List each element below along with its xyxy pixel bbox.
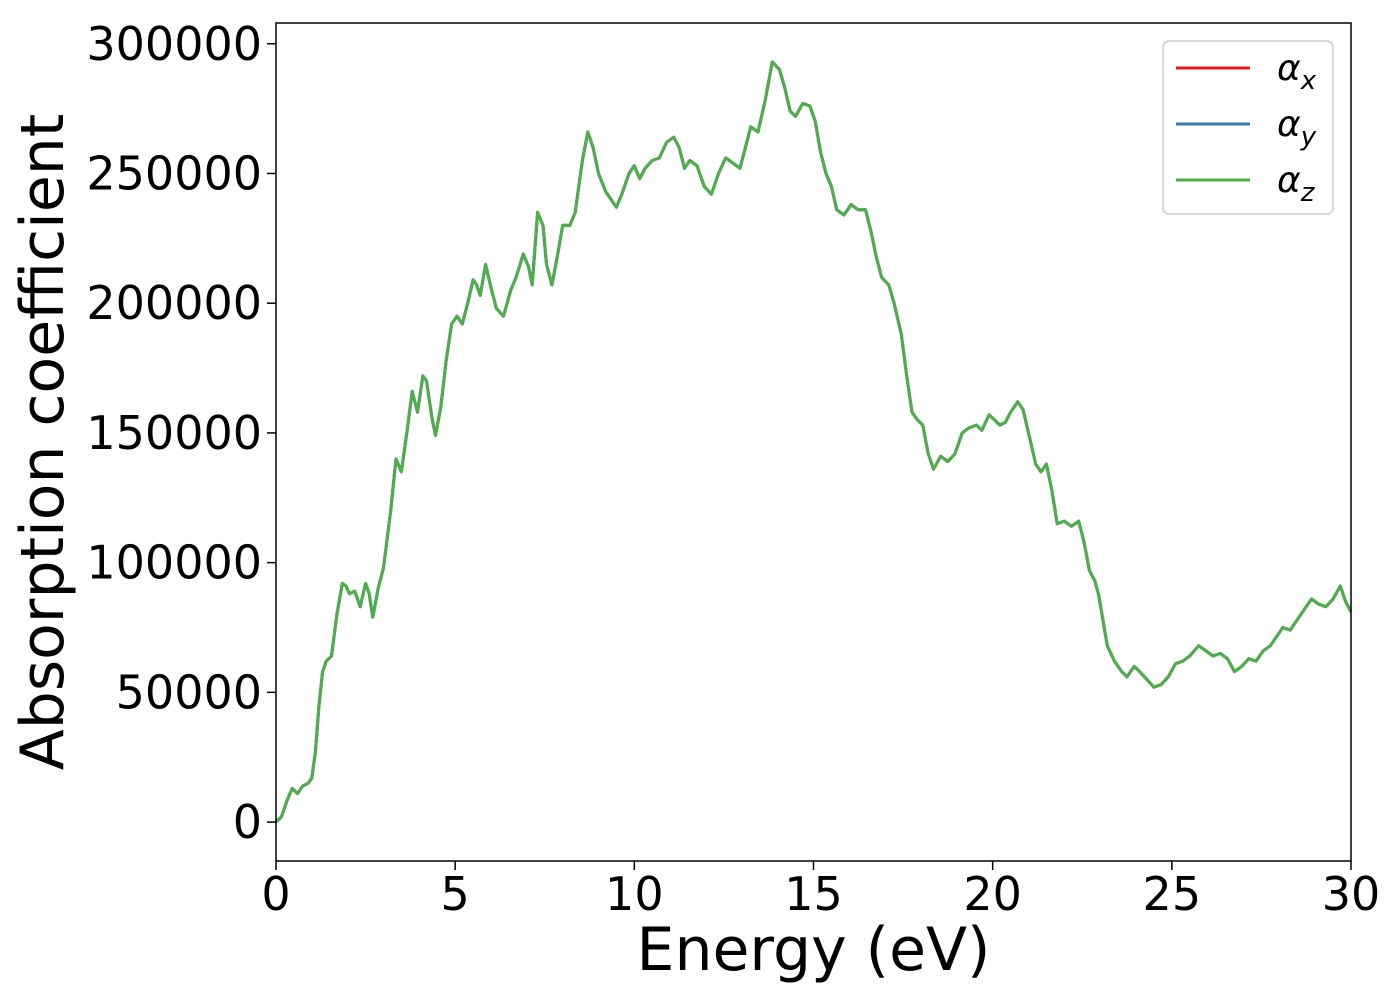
legend-box: [1162, 40, 1334, 215]
x-axis: 0 5 10 15 20 25 30: [261, 861, 1380, 921]
y-tick-label: 100000: [86, 536, 262, 590]
legend-label-subscript: z: [1300, 178, 1316, 208]
legend-label: αy: [1277, 104, 1317, 152]
x-tick-label: 30: [1322, 867, 1381, 921]
y-axis: 0 50000 100000 150000 200000 250000 300000: [86, 17, 276, 849]
legend-label-symbol: α: [1277, 104, 1301, 145]
series-line-z: [274, 60, 1353, 824]
legend-label-symbol: α: [1277, 48, 1301, 89]
legend-label-subscript: x: [1300, 66, 1317, 96]
legend-label: αx: [1277, 48, 1317, 96]
legend-label-symbol: α: [1277, 160, 1301, 201]
y-tick-label: 250000: [86, 146, 262, 200]
x-axis-title: Energy (eV): [637, 915, 991, 985]
x-tick-label: 0: [261, 867, 290, 921]
x-tick-label: 5: [441, 867, 470, 921]
y-tick-label: 0: [233, 795, 262, 849]
y-tick-label: 200000: [86, 276, 262, 330]
y-tick-label: 150000: [86, 406, 262, 460]
y-axis-title: Absorption coefficient: [8, 114, 78, 771]
x-tick-label: 20: [963, 867, 1022, 921]
legend-label-subscript: y: [1300, 122, 1317, 152]
y-tick-label: 300000: [86, 17, 262, 71]
plot-lines: [274, 60, 1353, 824]
x-tick-label: 10: [605, 867, 664, 921]
y-tick-label: 50000: [116, 665, 262, 719]
x-tick-label: 25: [1143, 867, 1202, 921]
legend-label: αz: [1277, 160, 1316, 208]
x-tick-label: 15: [784, 867, 843, 921]
